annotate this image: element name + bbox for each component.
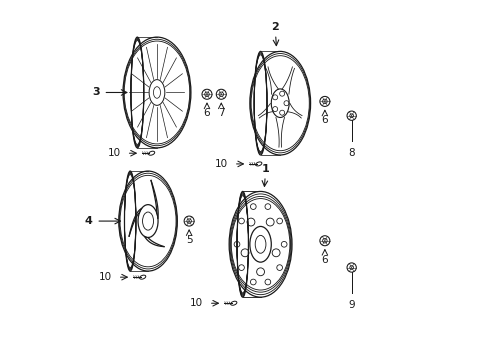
Text: 3: 3 — [92, 87, 100, 98]
Text: 6: 6 — [321, 115, 327, 125]
Text: 10: 10 — [108, 148, 121, 158]
Text: 5: 5 — [185, 235, 192, 245]
Text: 10: 10 — [190, 298, 203, 308]
Text: 6: 6 — [321, 255, 327, 265]
Text: 4: 4 — [84, 216, 93, 226]
Text: 1: 1 — [262, 163, 269, 174]
Text: 10: 10 — [215, 159, 228, 169]
Text: 7: 7 — [218, 108, 224, 118]
Text: 6: 6 — [203, 108, 210, 118]
Text: 8: 8 — [347, 148, 354, 158]
Text: 9: 9 — [347, 300, 354, 310]
Text: 10: 10 — [99, 272, 112, 282]
Text: 2: 2 — [270, 22, 278, 32]
